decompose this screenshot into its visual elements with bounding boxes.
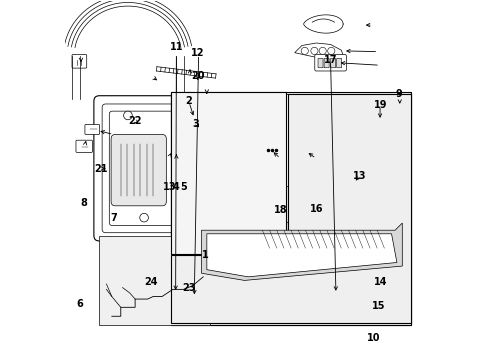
FancyBboxPatch shape: [94, 96, 190, 241]
Circle shape: [123, 111, 132, 120]
Text: 8: 8: [81, 198, 87, 208]
FancyBboxPatch shape: [330, 58, 335, 68]
Circle shape: [188, 99, 199, 110]
Text: 19: 19: [373, 100, 386, 110]
Text: 13: 13: [162, 182, 176, 192]
Circle shape: [319, 47, 325, 54]
Text: 18: 18: [273, 206, 286, 216]
Text: 21: 21: [94, 164, 107, 174]
FancyBboxPatch shape: [173, 274, 405, 323]
Text: 10: 10: [366, 333, 380, 343]
Text: 13: 13: [352, 171, 365, 181]
Text: 5: 5: [180, 182, 186, 192]
Text: 24: 24: [144, 277, 158, 287]
FancyBboxPatch shape: [72, 54, 86, 68]
Circle shape: [140, 213, 148, 222]
FancyBboxPatch shape: [340, 174, 362, 186]
Polygon shape: [206, 234, 396, 277]
FancyBboxPatch shape: [173, 95, 408, 186]
Circle shape: [325, 294, 346, 314]
FancyBboxPatch shape: [171, 141, 180, 153]
Text: 16: 16: [309, 204, 322, 214]
Polygon shape: [171, 94, 410, 323]
Circle shape: [188, 113, 199, 124]
FancyBboxPatch shape: [171, 94, 410, 325]
Text: 11: 11: [169, 42, 183, 52]
FancyBboxPatch shape: [324, 58, 328, 68]
FancyBboxPatch shape: [175, 98, 191, 115]
Circle shape: [310, 47, 317, 54]
Polygon shape: [294, 43, 343, 59]
Polygon shape: [171, 92, 410, 325]
FancyBboxPatch shape: [76, 140, 92, 152]
Text: 20: 20: [191, 71, 204, 81]
Text: 9: 9: [394, 89, 401, 99]
Circle shape: [199, 135, 210, 146]
Text: 1: 1: [201, 250, 208, 260]
Circle shape: [301, 47, 308, 54]
Circle shape: [199, 119, 210, 130]
FancyBboxPatch shape: [261, 222, 341, 263]
FancyBboxPatch shape: [111, 134, 166, 206]
FancyBboxPatch shape: [263, 145, 281, 155]
Text: 23: 23: [182, 283, 195, 293]
Text: 17: 17: [323, 55, 337, 65]
FancyBboxPatch shape: [186, 296, 202, 306]
Text: 4: 4: [173, 182, 180, 192]
Text: 3: 3: [192, 120, 199, 129]
Text: 22: 22: [128, 116, 142, 126]
Text: 7: 7: [110, 213, 117, 222]
FancyBboxPatch shape: [372, 117, 388, 125]
FancyBboxPatch shape: [172, 293, 180, 306]
FancyBboxPatch shape: [314, 54, 346, 71]
Circle shape: [180, 148, 186, 154]
Ellipse shape: [396, 100, 407, 117]
FancyBboxPatch shape: [85, 125, 100, 134]
FancyBboxPatch shape: [102, 104, 182, 233]
Text: 14: 14: [373, 277, 386, 287]
FancyBboxPatch shape: [300, 145, 311, 158]
Text: 12: 12: [191, 48, 204, 58]
Text: 6: 6: [76, 299, 83, 309]
Polygon shape: [201, 223, 402, 280]
FancyBboxPatch shape: [109, 111, 175, 226]
Text: 15: 15: [371, 301, 385, 311]
Circle shape: [329, 298, 341, 310]
FancyBboxPatch shape: [336, 58, 341, 68]
FancyBboxPatch shape: [182, 143, 217, 167]
Polygon shape: [171, 92, 285, 253]
FancyBboxPatch shape: [317, 58, 323, 68]
Circle shape: [327, 47, 334, 54]
FancyBboxPatch shape: [99, 235, 210, 325]
Circle shape: [178, 145, 189, 157]
Text: 2: 2: [185, 96, 192, 106]
